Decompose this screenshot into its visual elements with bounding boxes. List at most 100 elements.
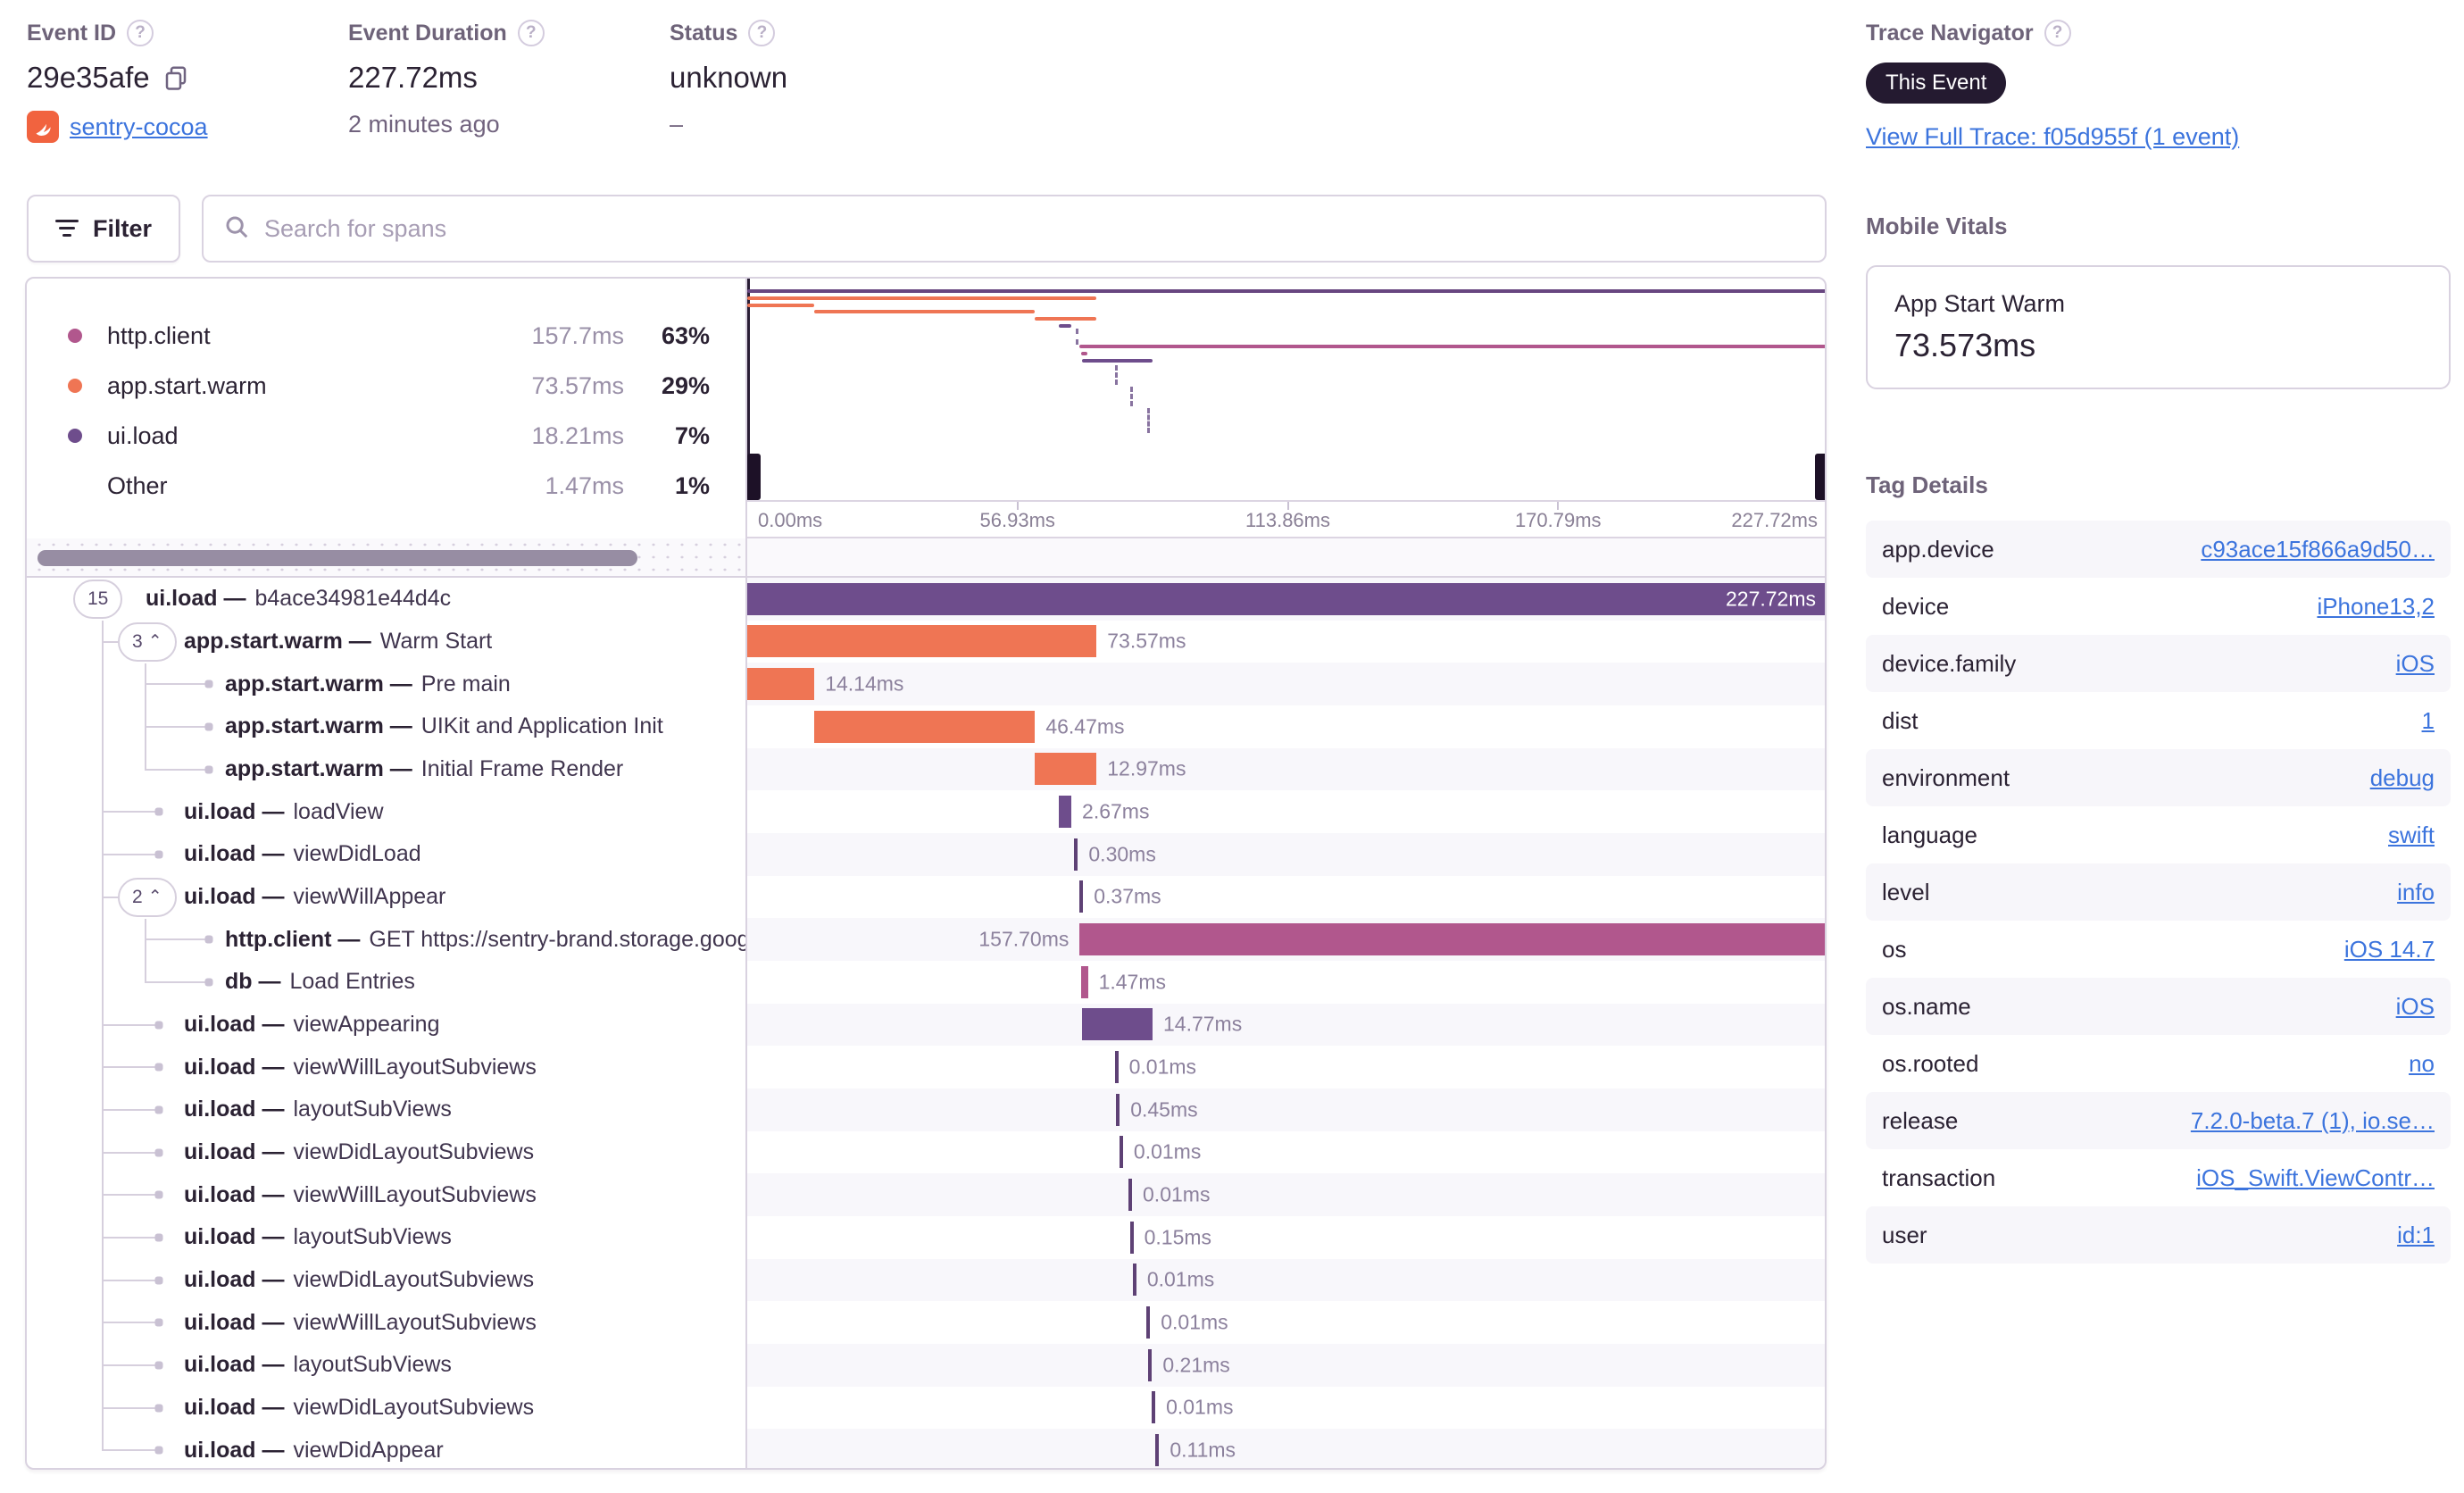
span-tree-cell[interactable]: ui.load — layoutSubViews: [27, 1344, 745, 1387]
span-search[interactable]: [202, 195, 1827, 263]
span-row[interactable]: ui.load — viewDidLayoutSubviews 0.01ms: [27, 1131, 1825, 1174]
span-bar[interactable]: [814, 710, 1036, 743]
span-chart-cell[interactable]: 0.01ms: [747, 1173, 1825, 1216]
span-tree-cell[interactable]: ui.load — viewDidLoad: [27, 833, 745, 876]
help-icon[interactable]: ?: [2044, 20, 2071, 46]
span-tree-cell[interactable]: ui.load — viewDidLayoutSubviews: [27, 1387, 745, 1430]
tag-value-link[interactable]: iOS: [2395, 649, 2435, 677]
span-row[interactable]: ui.load — layoutSubViews 0.15ms: [27, 1216, 1825, 1259]
span-chart-cell[interactable]: 0.01ms: [747, 1046, 1825, 1088]
span-row[interactable]: ui.load — loadView 2.67ms: [27, 790, 1825, 833]
span-chart-cell[interactable]: 0.30ms: [747, 833, 1825, 876]
span-bar[interactable]: [1035, 753, 1097, 786]
span-bar[interactable]: [1074, 838, 1078, 871]
span-row[interactable]: http.client — GET https://sentry-brand.st…: [27, 918, 1825, 961]
span-row[interactable]: db — Load Entries 1.47ms: [27, 961, 1825, 1004]
span-children-badge[interactable]: 15: [73, 579, 123, 619]
tag-value-link[interactable]: iOS 14.7: [2343, 935, 2435, 963]
tree-chart-divider[interactable]: [745, 279, 747, 1468]
tag-value-link[interactable]: 1: [2421, 706, 2435, 734]
span-bar[interactable]: [1080, 965, 1088, 998]
tag-value-link[interactable]: 7.2.0-beta.7 (1), io.se…: [2190, 1106, 2435, 1134]
span-chart-cell[interactable]: 0.45ms: [747, 1088, 1825, 1131]
span-chart-cell[interactable]: 157.70ms: [747, 918, 1825, 961]
span-tree-cell[interactable]: app.start.warm — Pre main: [27, 663, 745, 705]
horizontal-scrollbar[interactable]: [37, 550, 637, 566]
tag-value-link[interactable]: c93ace15f866a9d50…: [2201, 535, 2435, 563]
tag-value-link[interactable]: id:1: [2397, 1221, 2435, 1248]
help-icon[interactable]: ?: [127, 20, 154, 46]
span-row[interactable]: ui.load — viewDidLoad 0.30ms: [27, 833, 1825, 876]
span-bar[interactable]: [1132, 1264, 1136, 1297]
span-bar[interactable]: [1152, 1391, 1156, 1424]
span-row[interactable]: ui.load — viewWillLayoutSubviews 0.01ms: [27, 1301, 1825, 1344]
span-chart-cell[interactable]: 0.01ms: [747, 1301, 1825, 1344]
span-chart-cell[interactable]: 12.97ms: [747, 747, 1825, 791]
span-tree-cell[interactable]: ui.load — b4ace34981e44d4c: [27, 578, 745, 621]
span-bar[interactable]: [747, 582, 1825, 615]
span-row[interactable]: app.start.warm — Warm Start 73.57ms: [27, 621, 1825, 663]
span-row[interactable]: app.start.warm — UIKit and Application In…: [27, 705, 1825, 748]
span-chart-cell[interactable]: 73.57ms: [747, 621, 1825, 663]
span-tree-cell[interactable]: app.start.warm — Initial Frame Render: [27, 748, 745, 791]
span-chart-cell[interactable]: 14.77ms: [747, 1003, 1825, 1047]
search-input[interactable]: [264, 214, 1805, 243]
span-bar[interactable]: [1128, 1179, 1133, 1212]
span-chart-cell[interactable]: 0.15ms: [747, 1216, 1825, 1259]
span-bar[interactable]: [1116, 1093, 1120, 1126]
tag-value-link[interactable]: swift: [2388, 821, 2435, 848]
span-tree-cell[interactable]: ui.load — layoutSubViews: [27, 1216, 745, 1259]
span-row[interactable]: ui.load — layoutSubViews 0.21ms: [27, 1344, 1825, 1387]
span-tree-cell[interactable]: app.start.warm — Warm Start: [27, 621, 745, 663]
span-chart-cell[interactable]: 0.01ms: [747, 1131, 1825, 1174]
minimap-right-handle[interactable]: [1815, 454, 1825, 500]
view-full-trace-link[interactable]: View Full Trace: f05d955f (1 event): [1866, 123, 2240, 150]
span-chart-cell[interactable]: 2.67ms: [747, 790, 1825, 833]
minimap-canvas[interactable]: [747, 279, 1825, 500]
span-row[interactable]: ui.load — viewWillAppear 0.37ms: [27, 876, 1825, 919]
span-tree-cell[interactable]: http.client — GET https://sentry-brand.st…: [27, 918, 745, 961]
span-bar[interactable]: [1082, 1008, 1153, 1041]
span-row[interactable]: ui.load — viewWillLayoutSubviews 0.01ms: [27, 1046, 1825, 1088]
span-bar[interactable]: [1058, 796, 1072, 829]
help-icon[interactable]: ?: [517, 20, 545, 46]
filter-button[interactable]: Filter: [27, 195, 180, 263]
span-row[interactable]: app.start.warm — Pre main 14.14ms: [27, 663, 1825, 705]
span-row[interactable]: app.start.warm — Initial Frame Render 12.9…: [27, 747, 1825, 791]
span-chart-cell[interactable]: 1.47ms: [747, 961, 1825, 1004]
span-row[interactable]: ui.load — layoutSubViews 0.45ms: [27, 1088, 1825, 1131]
tag-value-link[interactable]: info: [2397, 878, 2435, 905]
span-bar[interactable]: [1079, 923, 1825, 956]
span-chart-cell[interactable]: 227.72ms: [747, 578, 1825, 621]
span-tree-cell[interactable]: ui.load — viewDidLayoutSubviews: [27, 1131, 745, 1174]
span-tree-cell[interactable]: ui.load — viewDidLayoutSubviews: [27, 1259, 745, 1302]
span-chart-cell[interactable]: 0.11ms: [747, 1429, 1825, 1468]
span-row[interactable]: ui.load — b4ace34981e44d4c 227.72ms: [27, 578, 1825, 621]
tag-value-link[interactable]: iPhone13,2: [2317, 592, 2435, 620]
span-tree-cell[interactable]: ui.load — viewDidAppear: [27, 1429, 745, 1468]
span-bar[interactable]: [1146, 1306, 1151, 1339]
copy-icon[interactable]: [162, 64, 189, 91]
span-row[interactable]: ui.load — viewDidLayoutSubviews 0.01ms: [27, 1387, 1825, 1430]
span-bar[interactable]: [1129, 1221, 1134, 1254]
span-children-badge[interactable]: 2 ⌃: [118, 877, 177, 917]
span-children-badge[interactable]: 3 ⌃: [118, 621, 177, 662]
span-tree-cell[interactable]: db — Load Entries: [27, 961, 745, 1004]
span-tree-cell[interactable]: ui.load — viewAppearing: [27, 1004, 745, 1047]
span-bar[interactable]: [1148, 1348, 1153, 1381]
span-tree-cell[interactable]: ui.load — viewWillLayoutSubviews: [27, 1301, 745, 1344]
span-chart-cell[interactable]: 0.37ms: [747, 876, 1825, 919]
span-chart-cell[interactable]: 46.47ms: [747, 705, 1825, 748]
span-row[interactable]: ui.load — viewDidAppear 0.11ms: [27, 1429, 1825, 1468]
span-bar[interactable]: [747, 625, 1097, 658]
span-tree-cell[interactable]: ui.load — viewWillLayoutSubviews: [27, 1046, 745, 1088]
span-bar[interactable]: [1079, 880, 1084, 913]
span-chart-cell[interactable]: 0.21ms: [747, 1344, 1825, 1387]
span-chart-cell[interactable]: 0.01ms: [747, 1387, 1825, 1430]
span-row[interactable]: ui.load — viewDidLayoutSubviews 0.01ms: [27, 1258, 1825, 1302]
span-row[interactable]: ui.load — viewAppearing 14.77ms: [27, 1003, 1825, 1047]
span-tree-cell[interactable]: app.start.warm — UIKit and Application In…: [27, 705, 745, 748]
span-row[interactable]: ui.load — viewWillLayoutSubviews 0.01ms: [27, 1173, 1825, 1216]
span-bar[interactable]: [1114, 1051, 1119, 1084]
tag-value-link[interactable]: iOS: [2395, 992, 2435, 1020]
